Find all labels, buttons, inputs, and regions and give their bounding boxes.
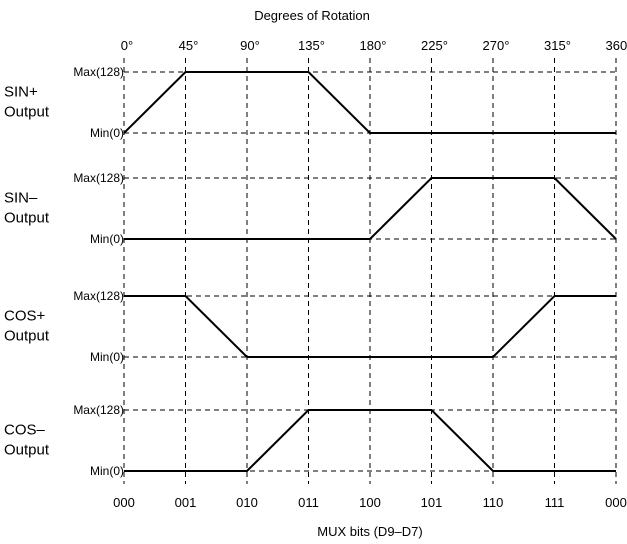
panel-name: SIN– Output bbox=[4, 190, 50, 227]
panel: Max(128) Min(0) COS+ Output bbox=[4, 289, 616, 364]
panel-name-line: SIN– bbox=[4, 190, 38, 207]
chart-title: Degrees of Rotation bbox=[254, 8, 370, 23]
ymin-label: Min(0) bbox=[90, 350, 124, 364]
output-trace bbox=[124, 409, 616, 472]
panel-name-line: Output bbox=[4, 442, 50, 459]
grid bbox=[123, 58, 617, 484]
panel: Max(128) Min(0) SIN– Output bbox=[4, 171, 617, 246]
bottom-tick-label: 000 bbox=[605, 495, 627, 510]
bottom-tick-label: 000 bbox=[113, 495, 135, 510]
bottom-tick-label: 101 bbox=[421, 495, 443, 510]
bottom-tick-label: 110 bbox=[483, 495, 504, 510]
panel-name: SIN+ Output bbox=[4, 84, 50, 121]
ymax-label: Max(128) bbox=[73, 403, 124, 417]
ymax-label: Max(128) bbox=[73, 289, 124, 303]
panel: Max(128) Min(0) COS– Output bbox=[4, 403, 616, 478]
bottom-tick-label: 111 bbox=[545, 495, 565, 510]
bottom-tick-labels: 000 001 010 011 100 101 110 111 000 bbox=[113, 495, 627, 510]
panel-name-line: Output bbox=[4, 328, 50, 345]
ymin-label: Min(0) bbox=[90, 464, 124, 478]
output-trace bbox=[123, 71, 616, 134]
ymin-label: Min(0) bbox=[90, 126, 124, 140]
top-tick-label: 360° bbox=[606, 38, 627, 53]
top-tick-label: 45° bbox=[179, 38, 199, 53]
bottom-tick-label: 001 bbox=[175, 495, 197, 510]
panel-name-line: SIN+ bbox=[4, 84, 38, 101]
top-tick-label: 0° bbox=[121, 38, 133, 53]
x-axis-label: MUX bits (D9–D7) bbox=[317, 524, 422, 539]
top-tick-label: 135° bbox=[298, 38, 325, 53]
panel-name-line: COS+ bbox=[4, 308, 46, 325]
bottom-tick-label: 100 bbox=[359, 495, 381, 510]
ymax-label: Max(128) bbox=[73, 65, 124, 79]
output-trace bbox=[124, 295, 616, 358]
top-tick-label: 90° bbox=[240, 38, 260, 53]
panel-name-line: COS– bbox=[4, 422, 46, 439]
bottom-tick-label: 011 bbox=[298, 495, 319, 510]
top-tick-label: 315° bbox=[544, 38, 571, 53]
top-tick-label: 270° bbox=[483, 38, 510, 53]
output-trace bbox=[124, 177, 617, 240]
top-tick-labels: 0° 45° 90° 135° 180° 225° 270° 315° 360° bbox=[121, 38, 627, 53]
panel-name: COS+ Output bbox=[4, 308, 50, 345]
bottom-tick-label: 010 bbox=[236, 495, 258, 510]
panel-name-line: Output bbox=[4, 104, 50, 121]
panel: Max(128) Min(0) SIN+ Output bbox=[4, 65, 616, 140]
ymax-label: Max(128) bbox=[73, 171, 124, 185]
panel-name-line: Output bbox=[4, 210, 50, 227]
top-tick-label: 225° bbox=[421, 38, 448, 53]
panel-name: COS– Output bbox=[4, 422, 50, 459]
top-tick-label: 180° bbox=[360, 38, 387, 53]
ymin-label: Min(0) bbox=[90, 232, 124, 246]
panels: Max(128) Min(0) SIN+ Output Max(128) Min(0) SI… bbox=[4, 65, 617, 478]
